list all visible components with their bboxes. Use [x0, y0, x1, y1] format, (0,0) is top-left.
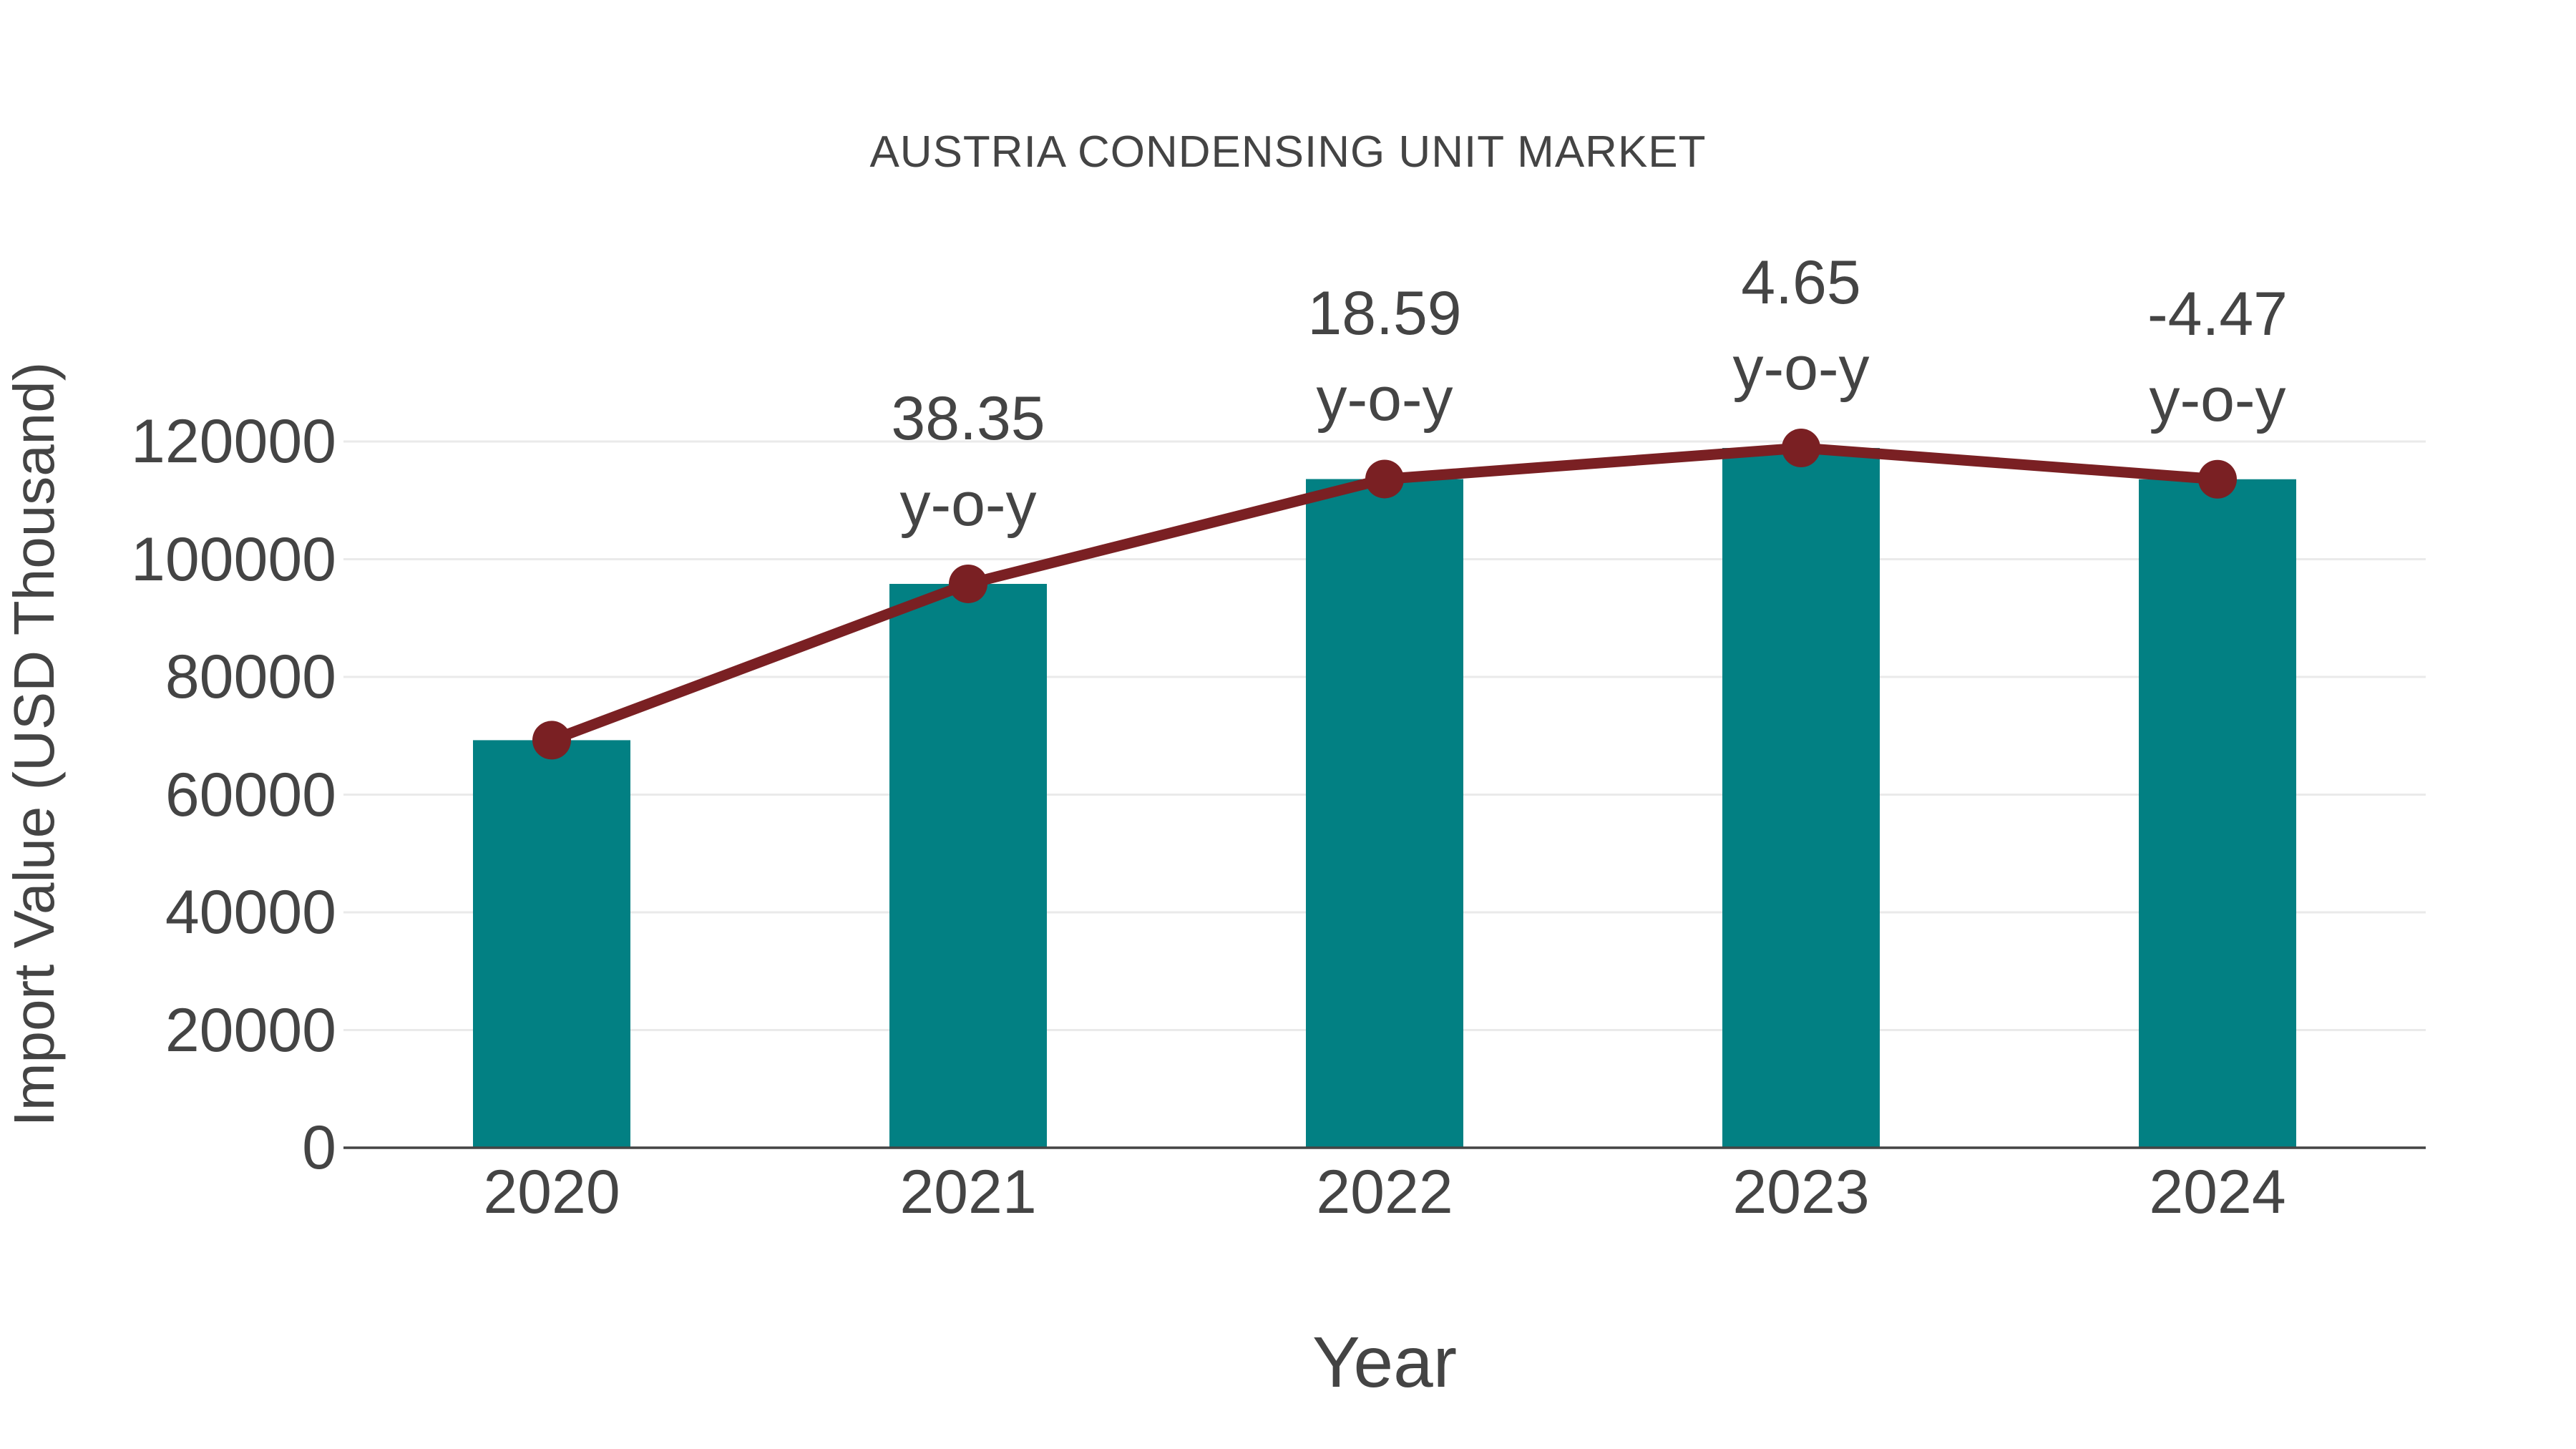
annotation-suffix: y-o-y: [1732, 334, 1870, 404]
x-tick-label-2020: 2020: [483, 1158, 620, 1226]
bar-2021: [889, 583, 1047, 1148]
bar-2020: [473, 740, 630, 1148]
annotation-2021: 38.35 y-o-y: [753, 376, 1183, 547]
annotation-2022: 18.59 y-o-y: [1170, 270, 1599, 442]
annotation-2023: 4.65 y-o-y: [1586, 240, 2016, 411]
trend-marker-2024: [2198, 459, 2237, 499]
x-tick-label-2021: 2021: [899, 1158, 1037, 1226]
annotation-2024: -4.47 y-o-y: [2003, 271, 2432, 443]
annotation-value: 4.65: [1741, 248, 1861, 318]
x-axis-title: Year: [1312, 1322, 1458, 1402]
chart-title: AUSTRIA CONDENSING UNIT MARKET: [869, 127, 1707, 177]
bar-2024: [2139, 479, 2296, 1148]
annotation-suffix: y-o-y: [2149, 365, 2286, 434]
trend-marker-2023: [1782, 429, 1820, 468]
y-tick-label-40000: 40000: [165, 878, 336, 947]
annotation-value: 18.59: [1307, 279, 1462, 348]
trend-marker-2021: [949, 564, 987, 603]
annotation-suffix: y-o-y: [1316, 365, 1453, 434]
y-tick-label-60000: 60000: [165, 760, 336, 829]
annotation-value: -4.47: [2147, 279, 2288, 348]
y-tick-label-0: 0: [302, 1113, 336, 1182]
x-tick-label-2023: 2023: [1732, 1158, 1870, 1226]
bar-2023: [1722, 448, 1880, 1148]
trend-marker-2020: [532, 721, 571, 760]
bar-series: [473, 448, 2296, 1148]
bar-2022: [1306, 479, 1463, 1148]
annotation-value: 38.35: [891, 384, 1045, 453]
y-tick-label-120000: 120000: [131, 407, 336, 476]
y-tick-label-100000: 100000: [131, 525, 336, 594]
line-series: [532, 429, 2237, 760]
annotation-suffix: y-o-y: [899, 469, 1037, 539]
y-tick-label-20000: 20000: [165, 995, 336, 1065]
x-tick-label-2024: 2024: [2149, 1158, 2286, 1226]
trend-marker-2022: [1365, 459, 1404, 499]
x-tick-label-2022: 2022: [1316, 1158, 1453, 1226]
y-tick-label-80000: 80000: [165, 643, 336, 711]
